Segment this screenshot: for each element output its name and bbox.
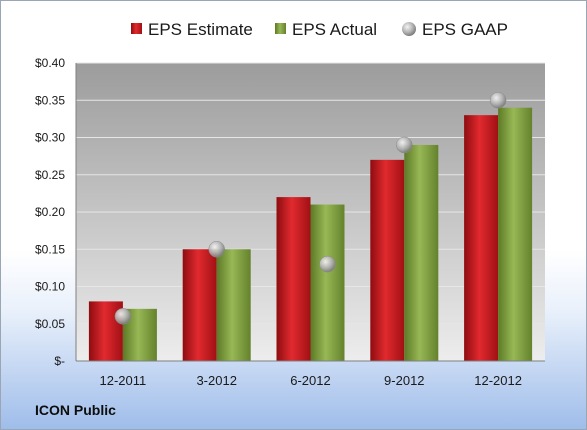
bar-eps-estimate: [276, 197, 311, 361]
marker-eps-gaap: [208, 241, 225, 258]
y-tick-label: $0.30: [35, 131, 65, 145]
gaap-markers: [114, 92, 507, 325]
bar-eps-actual: [404, 144, 439, 361]
bar-eps-estimate: [182, 249, 217, 361]
y-tick-label: $0.35: [35, 93, 65, 107]
x-tick-label: 3-2012: [196, 373, 236, 388]
bar-eps-estimate: [370, 159, 405, 361]
legend-label-estimate: EPS Estimate: [148, 20, 253, 39]
bar-eps-actual: [310, 204, 345, 361]
legend: EPS Estimate EPS Actual EPS GAAP: [131, 20, 508, 39]
marker-eps-gaap: [114, 308, 132, 325]
y-tick-label: $0.05: [35, 317, 65, 331]
y-tick-label: $0.40: [35, 56, 65, 70]
x-tick-label: 12-2011: [100, 373, 147, 388]
y-tick-label: $-: [54, 354, 65, 368]
bars: [88, 107, 533, 362]
bar-eps-actual: [498, 107, 533, 361]
y-tick-label: $0.15: [35, 242, 65, 256]
x-axis-ticks: 12-2011 3-2012 6-2012 9-2012 12-2012: [100, 373, 522, 388]
bar-eps-actual: [216, 249, 251, 361]
legend-label-actual: EPS Actual: [292, 20, 377, 39]
legend-swatch-gaap: [402, 22, 416, 36]
y-tick-label: $0.25: [35, 168, 65, 182]
y-tick-label: $0.10: [35, 280, 65, 294]
y-axis-ticks: $- $0.05 $0.10 $0.15 $0.20 $0.25 $0.30 $0.35 $0.…: [35, 56, 65, 368]
x-tick-label: 6-2012: [290, 373, 330, 388]
legend-swatch-estimate: [131, 23, 142, 34]
x-tick-label: 9-2012: [384, 373, 424, 388]
bar-eps-estimate: [464, 115, 499, 362]
legend-swatch-actual: [275, 23, 286, 34]
y-tick-label: $0.20: [35, 205, 65, 219]
x-tick-label: 12-2012: [474, 373, 522, 388]
legend-label-gaap: EPS GAAP: [422, 20, 508, 39]
marker-eps-gaap: [396, 136, 413, 154]
marker-eps-gaap: [489, 92, 507, 109]
marker-eps-gaap: [319, 255, 336, 273]
company-name: ICON Public: [35, 402, 116, 418]
